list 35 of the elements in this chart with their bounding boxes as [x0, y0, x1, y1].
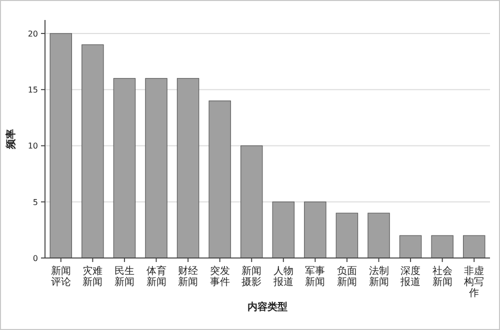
- y-tick-label: 0: [32, 254, 38, 263]
- x-tick-label: 社会新闻: [432, 265, 452, 288]
- bar: [399, 235, 422, 258]
- bar: [145, 78, 168, 258]
- bar: [208, 100, 231, 258]
- x-tick-label: 军事新闻: [305, 265, 326, 288]
- bar: [304, 202, 326, 258]
- bar: [50, 33, 72, 258]
- y-axis-title: 频率: [5, 129, 17, 150]
- bar: [368, 212, 390, 258]
- bar: [176, 78, 200, 258]
- bar: [463, 235, 486, 258]
- bar: [272, 202, 294, 258]
- bar: [240, 145, 263, 258]
- x-tick-label: 法制新闻: [368, 265, 389, 288]
- x-tick-label: 非虚构写作: [463, 265, 484, 299]
- x-tick-label: 民生新闻: [114, 265, 134, 288]
- bar: [431, 235, 454, 258]
- bar: [82, 44, 104, 258]
- bar: [113, 78, 136, 258]
- x-tick-label: 灾难新闻: [82, 265, 103, 288]
- y-tick-label: 5: [32, 198, 38, 207]
- x-tick-label: 突发事件: [210, 265, 230, 288]
- x-tick-label: 人物报道: [272, 266, 294, 288]
- x-tick-label: 财经新闻: [178, 265, 198, 288]
- x-tick-label: 负面新闻: [336, 265, 357, 288]
- bar: [336, 212, 358, 258]
- y-tick-label: 15: [28, 86, 38, 95]
- y-tick-label: 10: [28, 142, 38, 151]
- x-tick-label: 新闻摄影: [242, 265, 262, 288]
- x-tick-label: 深度报道: [400, 265, 421, 288]
- x-axis-title: 内容类型: [248, 301, 288, 313]
- x-tick-label: 体育新闻: [146, 265, 166, 288]
- y-tick-label: 20: [28, 29, 38, 38]
- x-tick-label: 新闻评论: [50, 265, 71, 288]
